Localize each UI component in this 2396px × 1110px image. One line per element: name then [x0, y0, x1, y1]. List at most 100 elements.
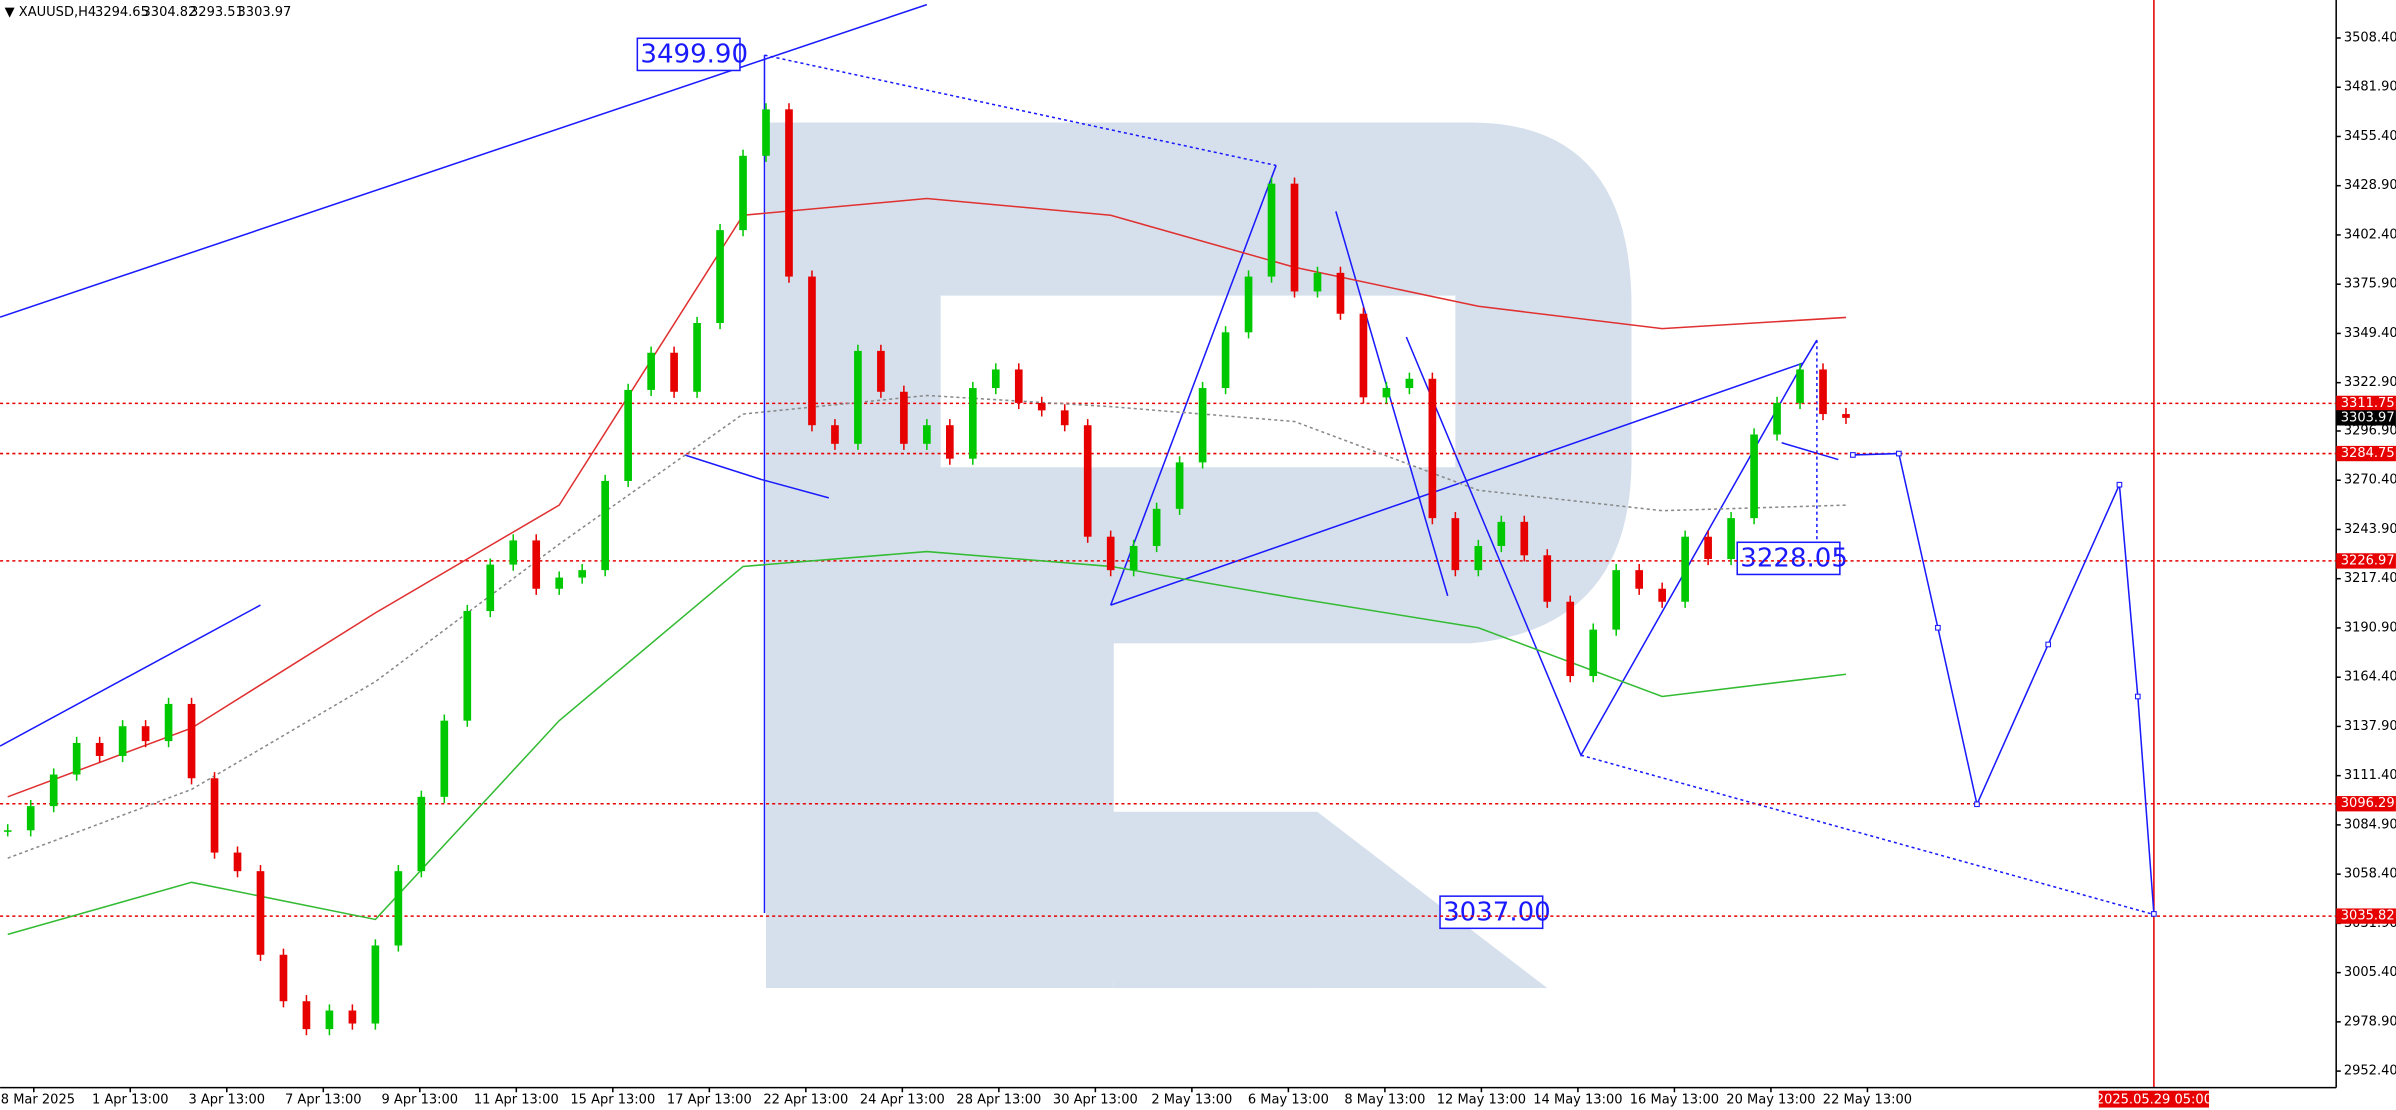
level-label: 3311.75 — [2341, 396, 2395, 411]
y-tick-label: 3111.40 — [2344, 768, 2396, 783]
candle — [164, 703, 173, 742]
candle — [233, 852, 242, 872]
candle — [555, 577, 564, 589]
x-tick-label: 15 Apr 13:00 — [570, 1092, 655, 1107]
x-tick-label: 9 Apr 13:00 — [382, 1092, 459, 1107]
ohlc-high: 3304.82 — [143, 5, 197, 20]
candle — [1405, 378, 1414, 389]
candle — [1244, 276, 1253, 333]
candle — [762, 109, 770, 156]
candle — [256, 871, 265, 955]
x-tick-label: 7 Apr 13:00 — [285, 1092, 362, 1107]
candle — [946, 425, 954, 459]
candle — [785, 109, 793, 277]
forecast-line — [1852, 452, 2155, 914]
x-tick-label: 22 May 13:00 — [1823, 1092, 1912, 1107]
header: ▼ XAUUSD,H4 3294.65 3304.82 3293.51 3303… — [5, 5, 292, 20]
level-label-box — [2336, 796, 2396, 812]
moving-average — [7, 394, 1847, 859]
candle — [26, 806, 35, 831]
candle — [1819, 369, 1827, 415]
candle — [325, 1010, 334, 1030]
candle — [1152, 508, 1161, 546]
level-label-box — [2336, 445, 2396, 462]
candle — [141, 726, 150, 742]
candle — [1037, 402, 1046, 411]
candle — [3, 830, 12, 832]
candle — [49, 774, 58, 807]
watermark — [766, 122, 1632, 989]
x-tick-label: 14 May 13:00 — [1533, 1092, 1622, 1107]
candle — [1313, 272, 1322, 292]
x-tick-label: 30 Apr 13:00 — [1053, 1092, 1138, 1107]
candle — [1796, 369, 1804, 403]
y-tick-label: 3270.40 — [2344, 473, 2396, 488]
y-tick-label: 3455.40 — [2344, 129, 2396, 144]
annotation: 3499.90 — [640, 40, 748, 70]
candle — [693, 323, 701, 392]
annotation: 3037.00 — [1443, 898, 1551, 928]
y-tick-label: 3164.40 — [2344, 670, 2396, 685]
level-label: 3035.82 — [2341, 909, 2395, 924]
candle — [624, 389, 632, 481]
candle — [1612, 570, 1621, 630]
candle — [1451, 518, 1460, 571]
candle — [1589, 629, 1598, 677]
forecast-point — [1935, 624, 1941, 631]
y-tick-label: 3508.40 — [2344, 30, 2396, 45]
candle — [1267, 183, 1276, 277]
candle — [1520, 521, 1529, 556]
candle — [532, 540, 541, 589]
candle — [716, 230, 724, 324]
x-tick-label: 11 Apr 13:00 — [474, 1092, 559, 1107]
candle — [1336, 272, 1345, 314]
analysis-lines — [0, 3, 2155, 916]
candle — [1175, 462, 1184, 509]
x-tick-label: 1 Apr 13:00 — [92, 1092, 169, 1107]
candle — [72, 742, 81, 775]
y-tick-label: 3402.40 — [2344, 227, 2396, 242]
forecast-point — [2134, 693, 2141, 700]
candle — [601, 480, 609, 571]
ohlc-open: 3294.65 — [95, 5, 149, 20]
y-tick-label: 3217.40 — [2344, 571, 2396, 586]
x-tick-label: 28 Apr 13:00 — [956, 1092, 1041, 1107]
candle — [1428, 378, 1437, 519]
candle — [1060, 410, 1069, 426]
candle — [371, 945, 380, 1024]
candle — [831, 425, 839, 444]
y-tick-label: 3481.90 — [2344, 80, 2396, 95]
y-tick-label: 3296.90 — [2344, 423, 2396, 438]
y-tick-label: 3005.40 — [2344, 965, 2396, 980]
candle — [1359, 313, 1368, 398]
y-tick-label: 3349.40 — [2344, 326, 2396, 341]
y-tick-label: 3375.90 — [2344, 277, 2396, 292]
candle — [1382, 388, 1391, 398]
moving-average — [7, 197, 1847, 798]
forecast-point — [1896, 450, 1902, 457]
y-tick-label: 3137.90 — [2344, 719, 2396, 734]
x-tick-label: 24 Apr 13:00 — [860, 1092, 945, 1107]
candle — [279, 954, 288, 1002]
y-tick-label: 2978.90 — [2344, 1014, 2396, 1029]
candle — [1198, 388, 1207, 463]
candle — [95, 742, 104, 756]
forecast-point — [1974, 801, 1980, 808]
candle — [394, 871, 403, 946]
x-tick-label: 2 May 13:00 — [1151, 1092, 1232, 1107]
y-tick-label: 2952.40 — [2344, 1064, 2396, 1079]
candle — [670, 352, 678, 392]
watermark-leg — [1113, 811, 1318, 989]
ohlc-close: 3303.97 — [238, 5, 292, 20]
candle — [1474, 545, 1483, 571]
candle — [808, 276, 816, 426]
symbol: ▼ XAUUSD,H4 — [5, 5, 97, 20]
candle — [348, 1010, 357, 1024]
candle — [118, 726, 127, 756]
candle — [578, 570, 587, 578]
price-label: 3303.97 — [2341, 410, 2395, 425]
x-tick-label: 20 May 13:00 — [1726, 1092, 1815, 1107]
candle — [647, 352, 655, 390]
